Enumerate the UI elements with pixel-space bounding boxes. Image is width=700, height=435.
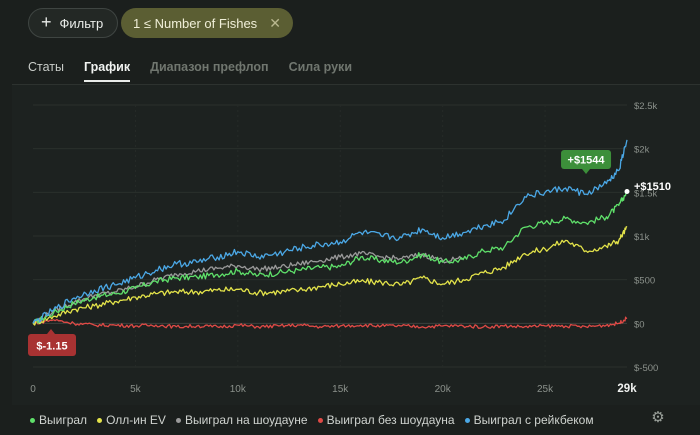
legend-dot <box>317 417 323 423</box>
filter-button[interactable]: + Фильтр <box>28 8 119 38</box>
y-tick-label: $-500 <box>634 363 658 374</box>
tab-graph[interactable]: График <box>84 60 131 82</box>
plus-icon: + <box>41 12 52 32</box>
legend-item-won[interactable]: Выиграл <box>30 413 87 427</box>
legend: Выиграл Олл-ин EV Выиграл на шоудауне Вы… <box>30 413 594 427</box>
legend-label: Выиграл на шоудауне <box>184 413 308 427</box>
legend-dot <box>30 417 35 423</box>
x-tick-label: 25k <box>537 384 554 395</box>
chart: $-500 $0 $500 $1k $1.5k $2k $2.5k 0 5k 10k 15k 20k… <box>28 101 671 395</box>
tabs: Статы График Диапазон префлоп Сила руки <box>28 60 352 82</box>
legend-label: Олл-ин EV <box>106 413 166 427</box>
series-line-0 <box>32 189 628 324</box>
filter-chip-label: 1 ≤ Number of Fishes <box>133 15 258 31</box>
legend-item-showdown[interactable]: Выиграл на шоудауне <box>175 413 308 427</box>
series-line-4 <box>32 139 628 324</box>
legend-label: Выиграл с рейкбеком <box>473 413 594 427</box>
chart-panel <box>12 85 700 405</box>
y-tick-label: $2k <box>634 145 650 156</box>
x-tick-label: 15k <box>332 384 349 395</box>
legend-dot <box>97 417 103 423</box>
legend-label: Выиграл без шоудауна <box>326 413 455 427</box>
start-badge <box>28 334 76 356</box>
y-tick-label: $0 <box>634 319 645 330</box>
x-axis: 0 5k 10k 15k 20k 25k 29k <box>30 383 637 395</box>
legend-item-non-showdown[interactable]: Выиграл без шоудауна <box>317 413 455 427</box>
y-tick-label: $2.5k <box>634 101 657 112</box>
legend-dot <box>464 417 470 423</box>
series-line-3 <box>32 316 628 329</box>
x-tick-label: 5k <box>130 384 142 395</box>
series-line-1 <box>32 226 628 326</box>
annotations: +$1544 +$1510 $-1.15 <box>28 150 671 356</box>
end-value-label: +$1510 <box>634 181 671 193</box>
callout-green <box>561 150 612 169</box>
start-pointer <box>47 329 55 334</box>
legend-item-rakeback[interactable]: Выиграл с рейкбеком <box>464 413 594 427</box>
start-badge-text: $-1.15 <box>36 341 67 353</box>
y-tick-label: $500 <box>634 276 655 287</box>
tab-preflop-range[interactable]: Диапазон префлоп <box>150 60 269 74</box>
gear-icon[interactable]: ⚙ <box>651 409 665 426</box>
toolbar: + Фильтр 1 ≤ Number of Fishes ✕ <box>0 0 700 44</box>
divider <box>12 84 700 85</box>
series-line-2 <box>32 250 464 324</box>
y-tick-label: $1.5k <box>634 188 657 199</box>
x-tick-label: 10k <box>230 384 247 395</box>
filter-chip[interactable]: 1 ≤ Number of Fishes ✕ <box>121 8 293 38</box>
x-tick-label: 0 <box>30 384 36 395</box>
tab-hand-strength[interactable]: Сила руки <box>288 60 353 74</box>
x-end-label: 29k <box>617 383 637 395</box>
legend-label: Выиграл <box>39 413 88 427</box>
close-icon[interactable]: ✕ <box>269 14 281 31</box>
filter-label: Фильтр <box>59 15 104 31</box>
end-point <box>624 188 630 194</box>
legend-dot <box>175 417 181 423</box>
legend-item-allin-ev[interactable]: Олл-ин EV <box>97 413 166 427</box>
x-tick-label: 20k <box>435 384 452 395</box>
y-tick-label: $1k <box>634 232 650 243</box>
y-axis: $-500 $0 $500 $1k $1.5k $2k $2.5k <box>634 101 658 374</box>
callout-green-text: +$1544 <box>568 155 606 167</box>
callout-pointer <box>582 169 591 174</box>
series-lines <box>32 139 628 329</box>
grid <box>33 104 627 368</box>
tab-stats[interactable]: Статы <box>28 60 64 74</box>
